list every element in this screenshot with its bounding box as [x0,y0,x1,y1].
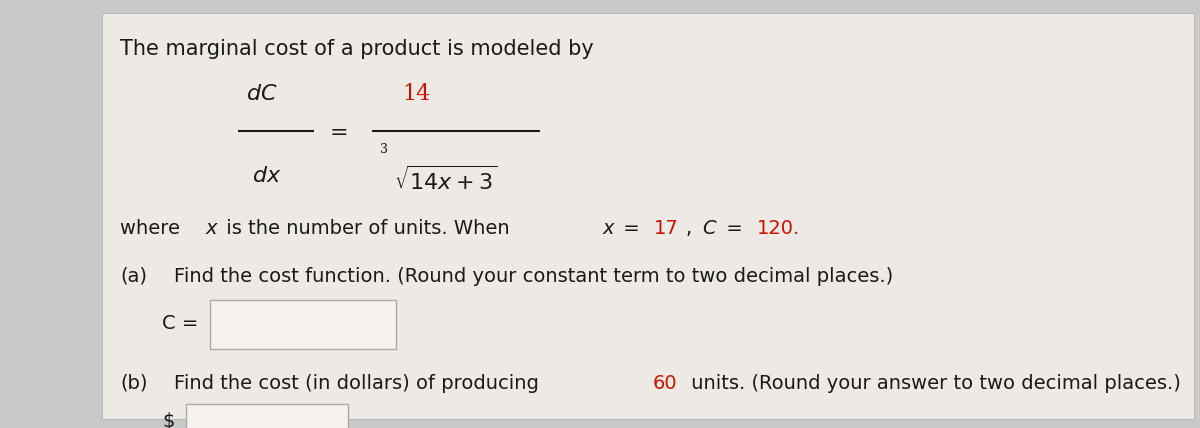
Text: x: x [205,220,217,238]
Text: $\sqrt{14x+3}$: $\sqrt{14x+3}$ [394,167,497,195]
Text: C: C [702,220,716,238]
Text: 120.: 120. [757,220,800,238]
Text: 3: 3 [380,143,389,156]
Text: 14: 14 [402,83,431,105]
Text: 60: 60 [653,374,678,392]
Text: $: $ [162,412,174,428]
Text: 17: 17 [654,220,679,238]
FancyBboxPatch shape [186,404,348,428]
FancyBboxPatch shape [210,300,396,349]
Text: =: = [617,220,646,238]
Text: x: x [602,220,613,238]
Text: Find the cost (in dollars) of producing: Find the cost (in dollars) of producing [174,374,545,392]
Text: $dC$: $dC$ [246,83,277,105]
Text: =: = [330,123,349,143]
Text: is the number of units. When: is the number of units. When [221,220,516,238]
Text: (a): (a) [120,267,148,285]
Text: $dx$: $dx$ [252,165,282,187]
Text: =: = [720,220,749,238]
Text: Find the cost function. (Round your constant term to two decimal places.): Find the cost function. (Round your cons… [174,267,893,285]
Text: ,: , [686,220,698,238]
FancyBboxPatch shape [102,13,1194,419]
Text: C =: C = [162,314,198,333]
Text: (b): (b) [120,374,148,392]
Text: The marginal cost of a product is modeled by: The marginal cost of a product is modele… [120,39,594,59]
Text: where: where [120,220,186,238]
Text: units. (Round your answer to two decimal places.): units. (Round your answer to two decimal… [685,374,1181,392]
